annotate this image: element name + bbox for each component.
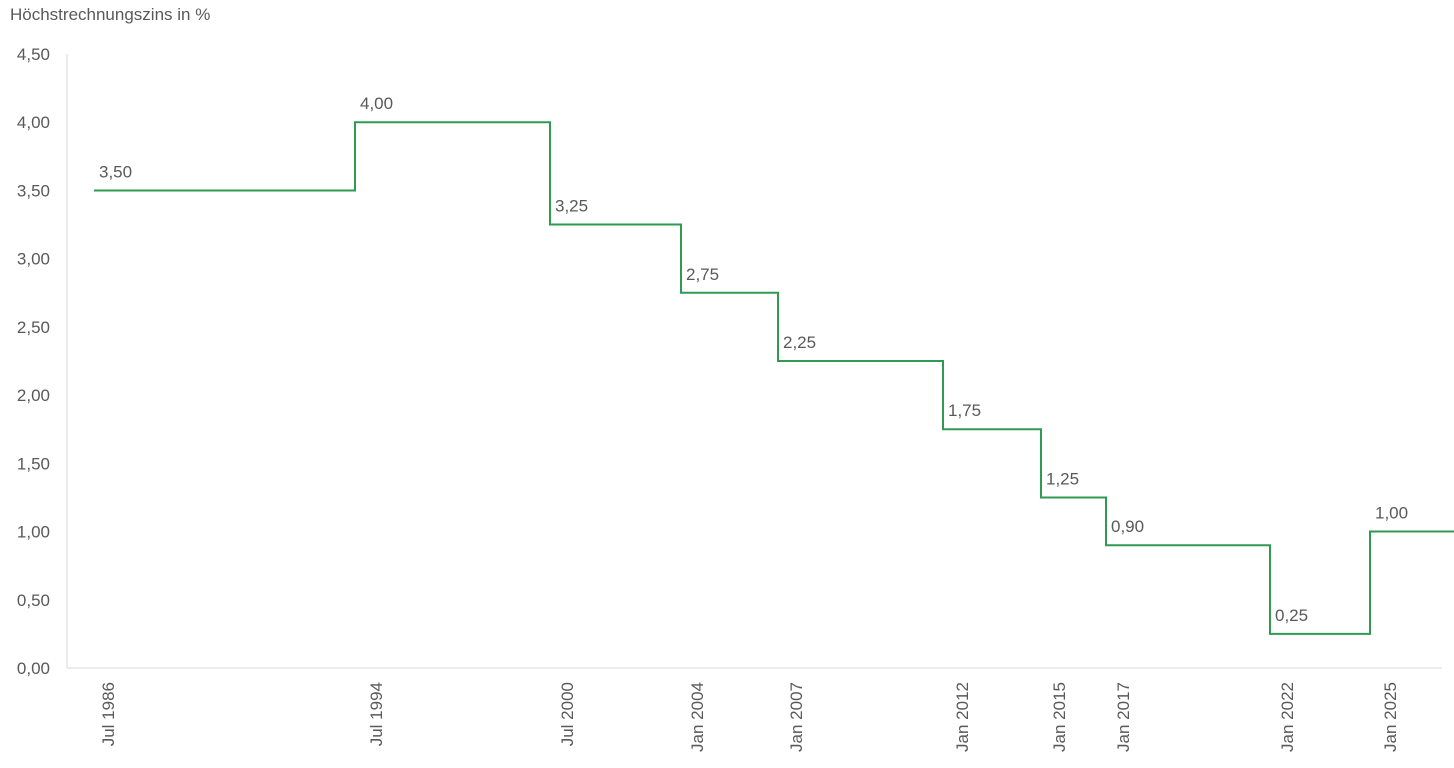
data-label: 0,25 <box>1275 606 1308 625</box>
data-label: 3,25 <box>555 197 588 216</box>
data-label: 1,75 <box>948 401 981 420</box>
y-tick-label: 1,50 <box>17 454 50 473</box>
y-tick-label: 3,00 <box>17 250 50 269</box>
data-label: 4,00 <box>360 94 393 113</box>
y-tick-label: 2,50 <box>17 318 50 337</box>
x-tick-label: Jan 2025 <box>1381 682 1400 752</box>
y-tick-label: 0,00 <box>17 659 50 678</box>
y-tick-label: 4,50 <box>17 45 50 64</box>
x-tick-label: Jul 1994 <box>367 682 386 746</box>
data-label: 2,75 <box>686 265 719 284</box>
x-tick-label: Jul 1986 <box>99 682 118 746</box>
data-label: 3,50 <box>99 162 132 181</box>
y-tick-label: 2,00 <box>17 386 50 405</box>
x-tick-label: Jan 2022 <box>1278 682 1297 752</box>
y-tick-label: 4,00 <box>17 113 50 132</box>
x-tick-label: Jan 2017 <box>1114 682 1133 752</box>
y-tick-label: 1,00 <box>17 523 50 542</box>
x-tick-label: Jan 2012 <box>953 682 972 752</box>
data-label: 1,00 <box>1375 504 1408 523</box>
y-tick-label: 0,50 <box>17 591 50 610</box>
y-tick-label: 3,50 <box>17 181 50 200</box>
x-tick-label: Jan 2004 <box>688 682 707 752</box>
data-label: 1,25 <box>1046 469 1079 488</box>
x-tick-label: Jul 2000 <box>558 682 577 746</box>
data-label: 2,25 <box>783 333 816 352</box>
x-tick-label: Jan 2015 <box>1050 682 1069 752</box>
data-label: 0,90 <box>1111 517 1144 536</box>
y-axis-title: Höchstrechnungszins in % <box>10 5 211 24</box>
series-line <box>94 121 1454 635</box>
x-tick-label: Jan 2007 <box>787 682 806 752</box>
